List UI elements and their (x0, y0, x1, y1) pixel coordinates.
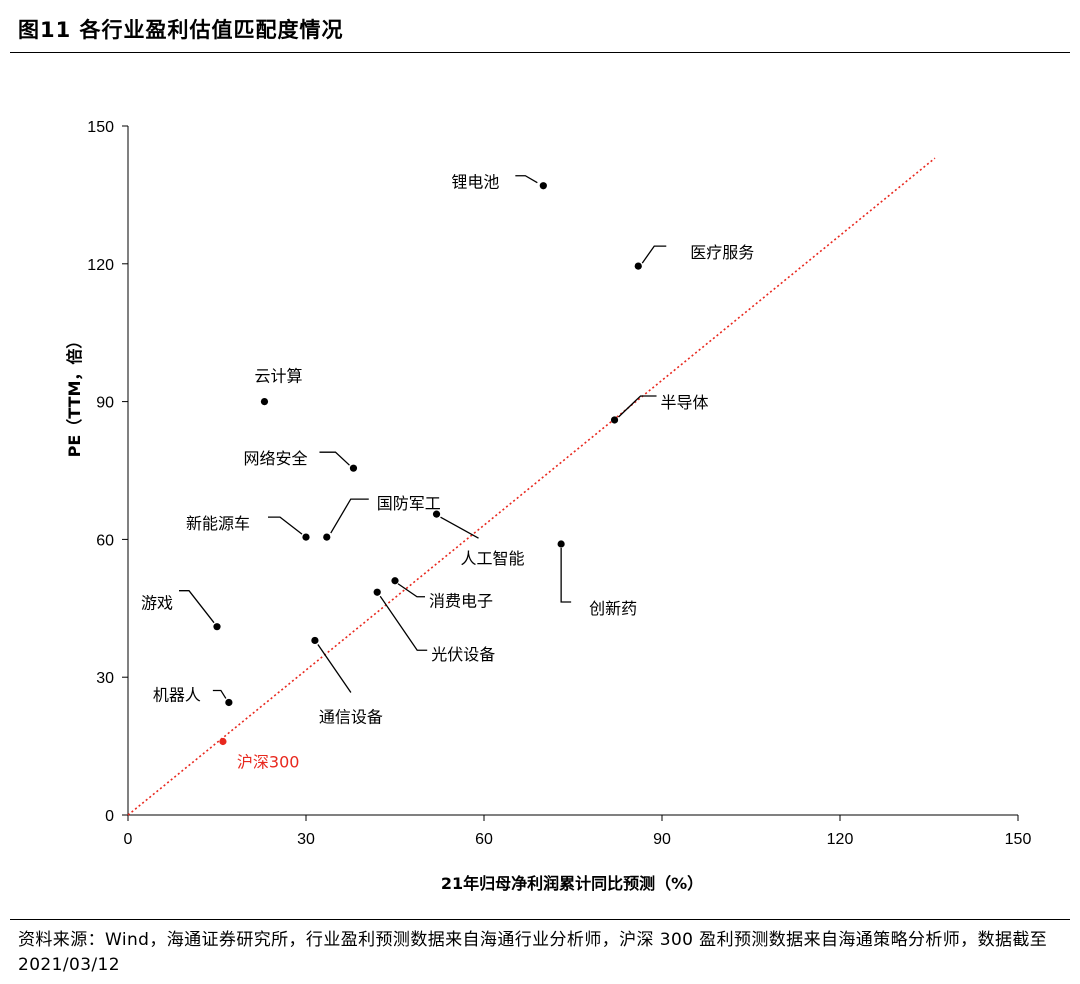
x-tick-label: 60 (475, 831, 493, 848)
point-label: 沪深300 (237, 753, 300, 772)
leader-line (330, 498, 369, 534)
data-point (539, 182, 547, 190)
x-tick-label: 120 (827, 831, 854, 848)
point-label: 人工智能 (461, 549, 525, 568)
data-point (349, 464, 358, 472)
leader-line (515, 175, 538, 184)
data-point (634, 262, 642, 270)
data-point (391, 577, 399, 585)
point-label: 半导体 (661, 393, 709, 412)
data-point (260, 398, 269, 406)
data-point (219, 737, 227, 746)
data-point (311, 636, 319, 645)
leader-line (641, 245, 667, 264)
point-label: 云计算 (254, 367, 302, 386)
data-point (557, 540, 565, 548)
y-tick-label: 150 (87, 119, 114, 136)
bottom-rule (10, 919, 1070, 920)
y-tick-label: 30 (96, 670, 114, 687)
leader-line (319, 451, 350, 466)
x-axis-title: 21年归母净利润累计同比预测（%） (441, 874, 703, 893)
point-label: 创新药 (589, 599, 637, 618)
leader-line (618, 395, 657, 418)
point-label: 机器人 (153, 685, 201, 704)
point-label: 锂电池 (451, 173, 499, 192)
trendline (127, 157, 936, 816)
point-label: 消费电子 (429, 592, 493, 611)
point-label: 医疗服务 (690, 243, 754, 262)
trendline-dotted (127, 157, 936, 816)
y-axis-title: PE（TTM，倍） (65, 333, 84, 458)
data-point (213, 623, 221, 631)
data-point (302, 533, 310, 541)
leader-line (179, 590, 215, 624)
y-tick-label: 120 (87, 257, 114, 274)
point-label: 游戏 (141, 594, 173, 613)
point-label: 网络安全 (243, 449, 307, 468)
leader-line (268, 516, 303, 535)
point-label: 光伏设备 (431, 645, 495, 664)
source-note: 资料来源：Wind，海通证券研究所，行业盈利预测数据来自海通行业分析师，沪深 3… (18, 930, 1048, 975)
x-tick-label: 30 (297, 831, 315, 848)
top-rule (10, 52, 1070, 53)
leader-line (440, 516, 479, 539)
data-points (213, 182, 642, 746)
x-tick-label: 90 (653, 831, 671, 848)
leader-line (317, 644, 352, 693)
scatter-chart: 0 30 60 90 120 150 0 30 60 90 120 150 锂电池医疗服务云计算半导体… (65, 119, 1031, 893)
leader-line (397, 583, 425, 598)
leader-line (379, 595, 428, 651)
leader-line (212, 689, 227, 699)
y-tick-label: 0 (105, 808, 114, 825)
data-point (610, 416, 619, 424)
y-tick-label: 90 (96, 395, 114, 412)
data-point (323, 533, 331, 541)
point-label: 国防军工 (377, 494, 441, 513)
data-point (373, 588, 381, 596)
axes: 0 30 60 90 120 150 0 30 60 90 120 150 (87, 119, 1031, 848)
x-tick-label: 0 (124, 831, 133, 848)
x-tick-label: 150 (1005, 831, 1032, 848)
data-point (432, 510, 441, 518)
data-point (225, 698, 233, 707)
leader-line (560, 547, 572, 603)
y-tick-label: 60 (96, 532, 114, 549)
leader-lines (179, 175, 667, 699)
point-label: 通信设备 (319, 707, 383, 726)
figure-title: 图11 各行业盈利估值匹配度情况 (18, 18, 344, 42)
point-label: 新能源车 (186, 514, 250, 533)
